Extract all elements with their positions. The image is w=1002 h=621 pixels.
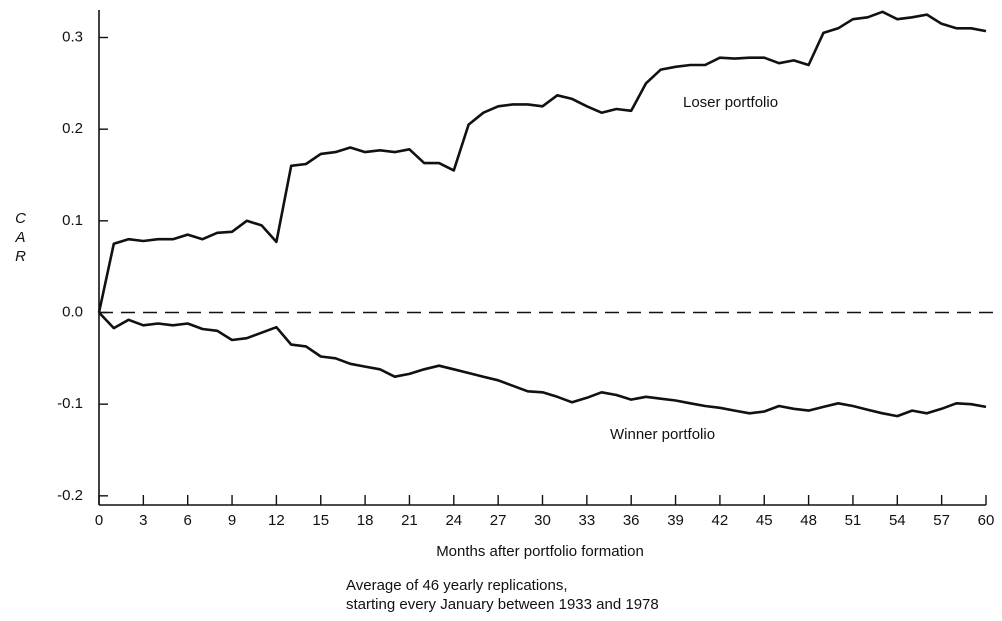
x-tick-label: 36: [623, 512, 640, 529]
x-tick-label: 9: [228, 512, 236, 529]
x-tick-label: 30: [534, 512, 551, 529]
series-line: [97, 10, 987, 313]
y-tick-label: -0.2: [57, 487, 83, 504]
caption: Average of 46 yearly replications,: [346, 577, 568, 594]
x-tick-label: 60: [978, 512, 995, 529]
x-tick-label: 33: [579, 512, 596, 529]
y-tick-label: 0.1: [62, 212, 83, 229]
x-tick-label: 51: [845, 512, 862, 529]
series-line: [98, 311, 987, 418]
series-label: Loser portfolio: [683, 94, 778, 111]
x-tick-label: 45: [756, 512, 773, 529]
x-tick-label: 21: [401, 512, 418, 529]
x-tick-label: 48: [800, 512, 817, 529]
y-axis-label: CAR: [12, 210, 29, 267]
y-tick-label: 0.0: [62, 303, 83, 320]
y-tick-label: 0.3: [62, 28, 83, 45]
y-tick-label: 0.2: [62, 120, 83, 137]
x-tick-label: 42: [712, 512, 729, 529]
x-tick-label: 15: [312, 512, 329, 529]
x-tick-label: 54: [889, 512, 906, 529]
x-tick-label: 24: [445, 512, 462, 529]
y-tick-label: -0.1: [57, 395, 83, 412]
x-tick-label: 57: [933, 512, 950, 529]
x-axis-label: Months after portfolio formation: [436, 543, 644, 560]
x-tick-label: 18: [357, 512, 374, 529]
caption: starting every January between 1933 and …: [346, 596, 659, 613]
x-tick-label: 12: [268, 512, 285, 529]
x-tick-label: 39: [667, 512, 684, 529]
x-tick-label: 27: [490, 512, 507, 529]
series-label: Winner portfolio: [610, 426, 715, 443]
x-tick-label: 3: [139, 512, 147, 529]
x-tick-label: 6: [184, 512, 192, 529]
x-tick-label: 0: [95, 512, 103, 529]
